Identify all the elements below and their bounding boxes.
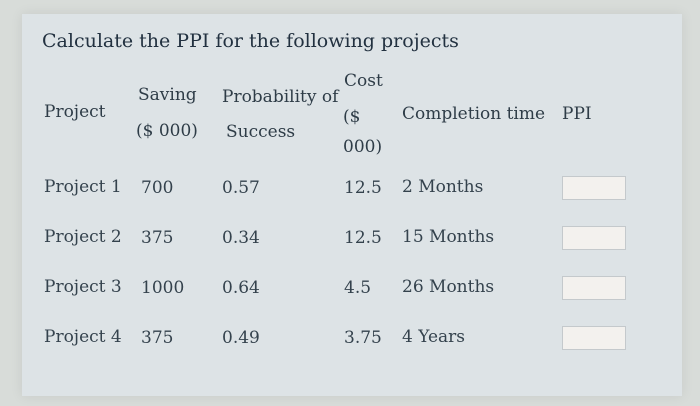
header-saving-unit: ($ 000) — [136, 121, 198, 141]
header-cost: Cost — [344, 71, 383, 91]
header-saving: Saving — [138, 85, 197, 105]
header-project: Project — [44, 102, 106, 122]
header-probability-success: Success — [226, 122, 296, 142]
row-2-project: Project 2 — [44, 227, 122, 247]
question-title: Calculate the PPI for the following proj… — [42, 30, 459, 52]
row-3-ppi-input[interactable] — [562, 276, 626, 300]
header-cost-unit: ($ — [343, 107, 361, 127]
row-2-saving: 375 — [141, 228, 174, 248]
header-probability: Probability of — [222, 87, 339, 107]
row-4-cost: 3.75 — [344, 328, 382, 348]
header-completion-time: Completion time — [402, 104, 546, 124]
row-2-ppi-input[interactable] — [562, 226, 626, 250]
row-2-probability: 0.34 — [222, 228, 260, 248]
row-1-probability: 0.57 — [222, 178, 260, 198]
row-3-cost: 4.5 — [344, 278, 372, 298]
row-1-cost: 12.5 — [344, 178, 382, 198]
row-4-ppi-input[interactable] — [562, 326, 626, 350]
row-1-project: Project 1 — [44, 177, 122, 197]
row-4-project: Project 4 — [44, 327, 122, 347]
header-cost-unit-2: 000) — [343, 137, 383, 157]
row-3-completion: 26 Months — [402, 277, 495, 297]
header-ppi: PPI — [562, 104, 592, 124]
row-3-project: Project 3 — [44, 277, 122, 297]
row-2-cost: 12.5 — [344, 228, 382, 248]
row-2-completion: 15 Months — [402, 227, 495, 247]
row-3-saving: 1000 — [141, 278, 185, 298]
row-4-saving: 375 — [141, 328, 174, 348]
row-4-completion: 4 Years — [402, 327, 466, 347]
row-1-ppi-input[interactable] — [562, 176, 626, 200]
row-1-completion: 2 Months — [402, 177, 484, 197]
row-4-probability: 0.49 — [222, 328, 260, 348]
row-3-probability: 0.64 — [222, 278, 260, 298]
row-1-saving: 700 — [141, 178, 174, 198]
